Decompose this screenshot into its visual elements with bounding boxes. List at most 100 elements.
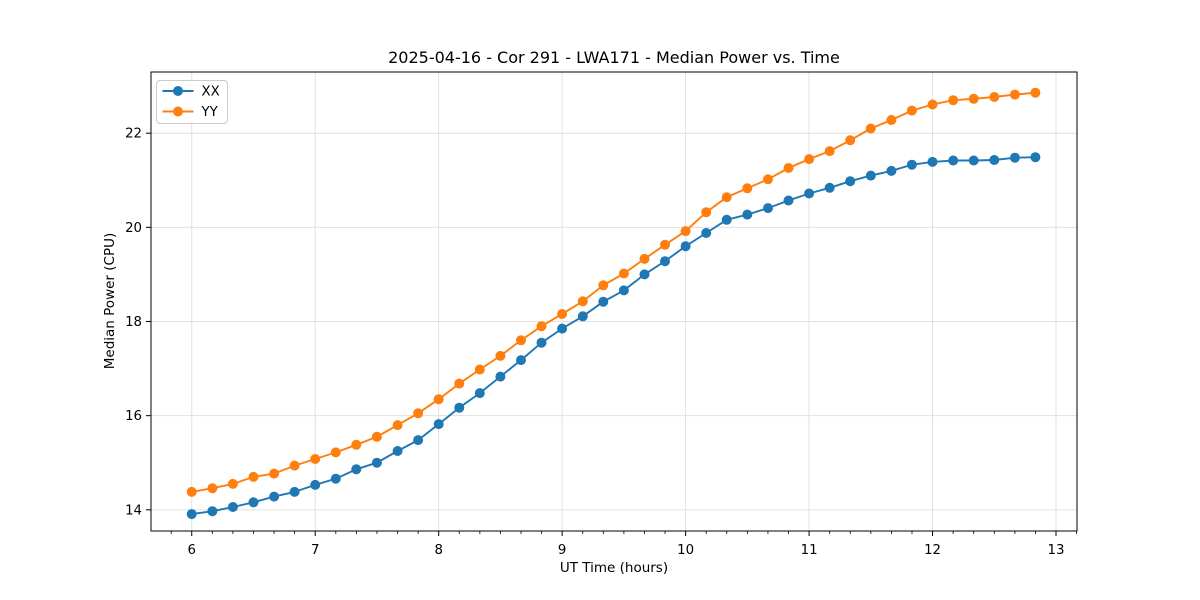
series-YY-marker bbox=[824, 146, 835, 157]
series-XX-marker bbox=[351, 464, 362, 475]
series-XX-marker bbox=[577, 311, 588, 322]
series-XX-marker bbox=[660, 256, 670, 267]
series-YY-marker bbox=[330, 447, 341, 458]
series-XX-marker bbox=[763, 203, 773, 214]
series-XX-marker bbox=[742, 209, 753, 220]
series-XX-marker bbox=[186, 509, 197, 520]
series-XX-marker bbox=[289, 486, 300, 497]
axes-spines bbox=[150, 71, 1078, 532]
legend-sample-marker bbox=[173, 106, 183, 117]
series-YY-marker bbox=[1030, 87, 1041, 98]
series-YY-marker bbox=[865, 123, 876, 134]
series-XX-marker bbox=[845, 176, 856, 187]
series-YY-marker bbox=[948, 95, 959, 106]
series-YY-marker bbox=[433, 394, 444, 405]
series-XX-marker bbox=[557, 323, 568, 334]
series-YY-marker bbox=[495, 350, 506, 361]
series-XX-marker bbox=[392, 446, 403, 456]
series-XX-marker bbox=[330, 473, 341, 484]
series-YY-marker bbox=[845, 135, 856, 146]
x-axis-label: UT Time (hours) bbox=[559, 560, 669, 576]
series-YY-marker bbox=[516, 335, 526, 346]
series-XX-marker bbox=[824, 182, 835, 193]
series-YY-marker bbox=[577, 296, 588, 307]
y-tick-label: 22 bbox=[125, 127, 142, 142]
x-tick-label: 6 bbox=[188, 543, 196, 558]
series-YY-line bbox=[190, 91, 1037, 493]
series-XX-marker bbox=[721, 214, 732, 225]
series-YY-marker bbox=[701, 207, 712, 218]
series-YY-marker bbox=[289, 460, 300, 471]
series-YY-marker bbox=[639, 253, 650, 264]
x-tick-label: 10 bbox=[677, 543, 694, 558]
series-YY-marker bbox=[968, 93, 979, 104]
series-XX-marker bbox=[495, 371, 506, 382]
series-XX-marker bbox=[906, 159, 917, 170]
series-XX-marker bbox=[948, 155, 959, 166]
y-tick-label: 20 bbox=[125, 221, 142, 236]
series-YY-marker bbox=[310, 454, 321, 464]
x-tick-label: 9 bbox=[558, 543, 566, 558]
series-XX-marker bbox=[804, 188, 815, 199]
series-XX-marker bbox=[1009, 152, 1020, 163]
series-XX-marker bbox=[618, 285, 629, 296]
series-YY-marker bbox=[1009, 89, 1020, 100]
series-YY-marker bbox=[680, 226, 691, 237]
series-YY-marker bbox=[598, 280, 609, 291]
series-XX-marker bbox=[639, 269, 650, 280]
series-YY-marker bbox=[989, 92, 1000, 102]
series-XX-marker bbox=[433, 419, 444, 430]
series-YY-marker bbox=[248, 471, 259, 482]
series-XX-marker bbox=[1030, 152, 1041, 163]
series-YY-marker bbox=[742, 183, 753, 194]
series-YY-marker bbox=[660, 239, 670, 250]
series-XX-marker bbox=[207, 506, 218, 517]
series-YY-marker bbox=[413, 408, 424, 419]
series-XX-marker bbox=[474, 388, 485, 399]
y-tick-label: 14 bbox=[125, 503, 142, 518]
x-tick-label: 7 bbox=[311, 543, 319, 558]
series-YY-marker bbox=[207, 483, 218, 494]
chart-title: 2025-04-16 - Cor 291 - LWA171 - Median P… bbox=[388, 48, 840, 67]
x-tick-label: 11 bbox=[801, 543, 818, 558]
legend-label: XX bbox=[202, 85, 220, 100]
series-XX-marker bbox=[680, 241, 691, 252]
series-XX-marker bbox=[701, 228, 712, 238]
series-XX-marker bbox=[886, 165, 897, 176]
series-YY-marker bbox=[474, 364, 485, 375]
series-XX-marker bbox=[989, 155, 1000, 165]
series-XX-marker bbox=[783, 195, 794, 206]
y-tick-label: 18 bbox=[125, 315, 142, 330]
series-YY-marker bbox=[454, 378, 465, 389]
series-YY-marker bbox=[783, 163, 794, 173]
series-YY-marker bbox=[763, 174, 773, 185]
series-YY-marker bbox=[392, 420, 403, 431]
series-YY-marker bbox=[371, 431, 382, 442]
series-XX-marker bbox=[865, 170, 876, 181]
series-XX-marker bbox=[536, 337, 547, 348]
series-YY-marker bbox=[804, 154, 815, 165]
series-XX-marker bbox=[598, 296, 609, 307]
y-tick-label: 16 bbox=[125, 409, 142, 424]
series-YY-marker bbox=[906, 105, 917, 116]
series-YY-marker bbox=[886, 115, 897, 125]
series-YY-marker bbox=[557, 309, 568, 319]
series-XX-marker bbox=[927, 156, 938, 167]
x-tick-label: 12 bbox=[924, 543, 941, 558]
x-tick-label: 13 bbox=[1048, 543, 1065, 558]
series-XX-marker bbox=[516, 355, 526, 366]
series-YY-marker bbox=[186, 486, 197, 497]
series-YY-marker bbox=[351, 439, 362, 450]
series-XX-marker bbox=[371, 457, 382, 468]
legend-sample-marker bbox=[173, 86, 183, 96]
legend-label: YY bbox=[201, 105, 219, 120]
series-YY-marker bbox=[269, 468, 280, 479]
series-YY-marker bbox=[618, 268, 629, 279]
series-XX-marker bbox=[269, 491, 280, 502]
series-XX-marker bbox=[968, 155, 979, 166]
series-XX-marker bbox=[248, 497, 259, 508]
series-YY-marker bbox=[536, 321, 547, 332]
series-XX-marker bbox=[413, 435, 424, 446]
